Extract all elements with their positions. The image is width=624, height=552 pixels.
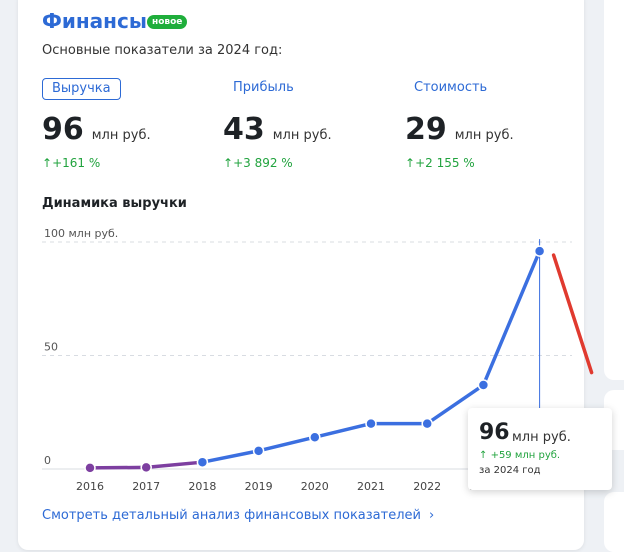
series-segment [146,462,202,467]
y-tick-label: 0 [44,454,51,467]
data-point [197,457,207,467]
x-tick-label: 2016 [76,480,104,493]
x-tick-label: 2021 [357,480,385,493]
chevron-right-icon: › [429,508,434,523]
data-point [85,463,95,473]
y-tick-label: 50 [44,341,58,354]
y-tick-label: 100 млн руб. [44,227,118,240]
tooltip-change: ↑ +59 млн руб. [479,450,560,461]
tooltip-period: за 2024 год [479,465,541,476]
series-segment [202,451,258,462]
data-point [366,419,376,429]
data-point [422,419,432,429]
series-segment [315,424,371,438]
tooltip-value: 96 [479,420,510,445]
x-tick-label: 2020 [301,480,329,493]
forecast-segment [554,255,592,372]
x-tick-label: 2022 [413,480,441,493]
x-tick-label: 2018 [188,480,216,493]
data-point [478,380,488,390]
data-point [310,432,320,442]
series-segment [259,437,315,451]
data-point [254,446,264,456]
tooltip-unit: млн руб. [512,430,571,445]
series-segment [483,251,539,385]
data-point [141,462,151,472]
data-point [535,246,545,256]
x-tick-label: 2017 [132,480,160,493]
x-tick-label: 2019 [245,480,273,493]
detailed-analysis-link[interactable]: Смотреть детальный анализ финансовых пок… [42,508,434,523]
arrow-up-icon: ↑ [479,450,491,461]
chart-tooltip: 96 млн руб. ↑ +59 млн руб. за 2024 год [468,408,612,490]
